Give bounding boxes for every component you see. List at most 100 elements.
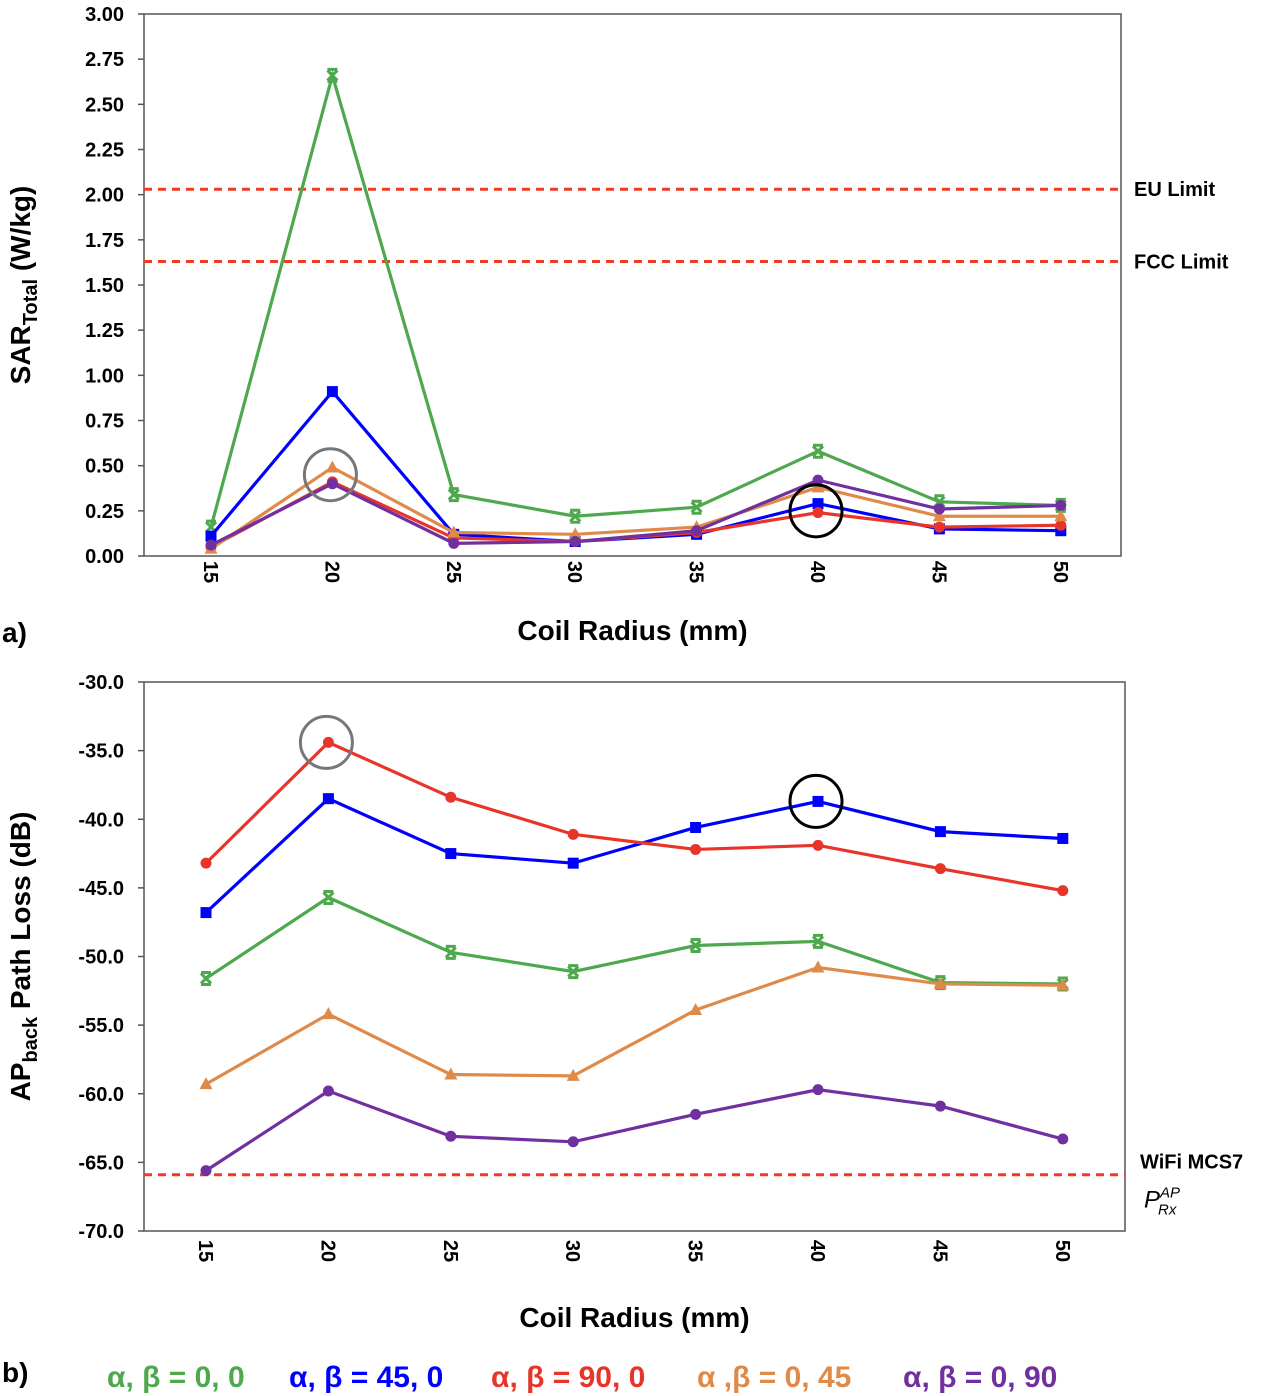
series-line bbox=[205, 895, 1063, 986]
data-point-square bbox=[812, 498, 824, 510]
x-tick-label: 45 bbox=[928, 1240, 950, 1262]
data-point-x bbox=[199, 970, 213, 986]
series-line bbox=[205, 965, 1063, 1086]
data-point-x bbox=[811, 443, 825, 459]
y-tick-label: 2.00 bbox=[85, 185, 124, 207]
data-point-circle bbox=[933, 503, 945, 515]
data-point-circle bbox=[1055, 519, 1067, 531]
x-tick-label: 25 bbox=[442, 561, 464, 583]
y-tick-label: -40.0 bbox=[78, 809, 124, 831]
reference-line-math: PAP Rx bbox=[1144, 1185, 1180, 1219]
data-point-circle bbox=[934, 1100, 946, 1112]
panel-label: a) bbox=[2, 617, 27, 648]
data-point-square bbox=[326, 386, 338, 398]
data-point-x bbox=[569, 508, 582, 524]
data-point-triangle bbox=[811, 960, 825, 973]
data-point-circle bbox=[326, 478, 338, 490]
y-tick-label: -50.0 bbox=[78, 947, 124, 969]
x-tick-label: 50 bbox=[1049, 561, 1071, 583]
x-tick-label: 15 bbox=[199, 561, 221, 583]
y-axis-label-unit: Path Loss (dB) bbox=[5, 812, 36, 1017]
legend: α, β = 0, 0 α, β = 45, 0 α, β = 90, 0 α ,β … bbox=[107, 1361, 1057, 1394]
panel-label: b) bbox=[2, 1357, 28, 1388]
data-point-circle bbox=[812, 507, 824, 519]
y-tick-label: -65.0 bbox=[78, 1152, 124, 1174]
y-tick-label: 0.00 bbox=[85, 546, 124, 568]
data-point-square bbox=[567, 857, 579, 869]
legend-entry: α ,β = 0, 45 bbox=[697, 1361, 851, 1394]
y-tick-label: 2.50 bbox=[85, 94, 124, 116]
data-point-circle bbox=[200, 1165, 212, 1177]
data-point-x bbox=[933, 494, 946, 510]
reference-line-label: EU Limit bbox=[1134, 179, 1215, 201]
data-point-triangle bbox=[1056, 978, 1070, 991]
series-4 bbox=[205, 474, 1067, 551]
y-axis-label-subscript: back bbox=[20, 1016, 42, 1062]
data-point-square bbox=[934, 826, 946, 838]
data-point-x bbox=[447, 487, 460, 503]
math-subscript: Rx bbox=[1158, 1202, 1177, 1219]
plot-frame bbox=[143, 681, 1126, 1232]
math-superscript: AP bbox=[1159, 1185, 1180, 1202]
data-point-triangle bbox=[321, 1007, 335, 1020]
x-tick-label: 35 bbox=[685, 561, 707, 583]
series-0 bbox=[199, 889, 1069, 992]
data-point-square bbox=[1057, 832, 1069, 844]
data-point-triangle bbox=[199, 1077, 213, 1090]
x-tick-label: 30 bbox=[563, 561, 585, 583]
data-point-circle bbox=[1057, 1133, 1069, 1145]
x-tick-label: 45 bbox=[927, 561, 949, 583]
series-line bbox=[204, 796, 1063, 914]
x-tick-label: 25 bbox=[439, 1240, 461, 1262]
data-point-circle bbox=[690, 1108, 702, 1120]
data-point-circle bbox=[445, 1130, 457, 1142]
x-tick-label: 50 bbox=[1051, 1240, 1073, 1262]
series-0 bbox=[204, 67, 1067, 535]
data-point-triangle bbox=[1054, 509, 1068, 522]
math-base: P bbox=[1144, 1187, 1160, 1214]
y-tick-label: -30.0 bbox=[78, 672, 124, 694]
x-tick-label: 40 bbox=[806, 561, 828, 583]
series-line bbox=[204, 740, 1064, 893]
x-axis-label: Coil Radius (mm) bbox=[517, 615, 747, 646]
data-point-square bbox=[322, 793, 334, 805]
data-point-circle bbox=[200, 857, 212, 869]
x-tick-label: 20 bbox=[316, 1240, 338, 1262]
data-point-x bbox=[567, 964, 580, 980]
data-point-square bbox=[445, 848, 457, 860]
highlight-circle bbox=[302, 447, 358, 503]
data-point-x bbox=[326, 67, 339, 83]
data-point-circle bbox=[205, 539, 217, 551]
series-2 bbox=[200, 736, 1069, 897]
data-point-circle bbox=[567, 828, 579, 840]
y-axis-label-unit: (W/kg) bbox=[5, 186, 36, 279]
data-point-square bbox=[690, 821, 702, 833]
data-point-triangle bbox=[689, 1003, 703, 1016]
highlight-circle bbox=[298, 714, 354, 770]
y-axis-label-main: AP bbox=[5, 1063, 36, 1102]
data-point-triangle bbox=[325, 460, 339, 473]
series-line bbox=[209, 69, 1061, 528]
data-point-square bbox=[200, 907, 212, 919]
y-axis-label-main: SAR bbox=[5, 325, 36, 384]
y-axis-label: SARTotal (W/kg) bbox=[5, 186, 42, 385]
y-axis-label-subscript: Total bbox=[20, 279, 42, 325]
data-point-circle bbox=[567, 1136, 579, 1148]
data-point-circle bbox=[322, 736, 334, 748]
y-tick-label: 0.75 bbox=[85, 411, 124, 433]
y-tick-label: 2.25 bbox=[85, 140, 124, 162]
legend-entry: α, β = 45, 0 bbox=[289, 1361, 443, 1394]
x-axis-label: Coil Radius (mm) bbox=[519, 1302, 749, 1333]
chart-panel-b: -70.0 -65.0 -60.0 -55.0 -50.0 -45.0 -40.0 -35.0… bbox=[2, 672, 1243, 1388]
data-point-circle bbox=[448, 537, 460, 549]
data-point-circle bbox=[812, 839, 824, 851]
data-point-triangle bbox=[566, 1068, 580, 1081]
y-tick-label: -70.0 bbox=[78, 1221, 124, 1243]
x-tick-label: 30 bbox=[561, 1240, 583, 1262]
y-tick-label: 1.75 bbox=[85, 230, 124, 252]
x-tick-label: 35 bbox=[684, 1240, 706, 1262]
series-line bbox=[210, 465, 1061, 551]
series-line bbox=[210, 478, 1061, 547]
y-tick-label: -35.0 bbox=[78, 741, 124, 763]
